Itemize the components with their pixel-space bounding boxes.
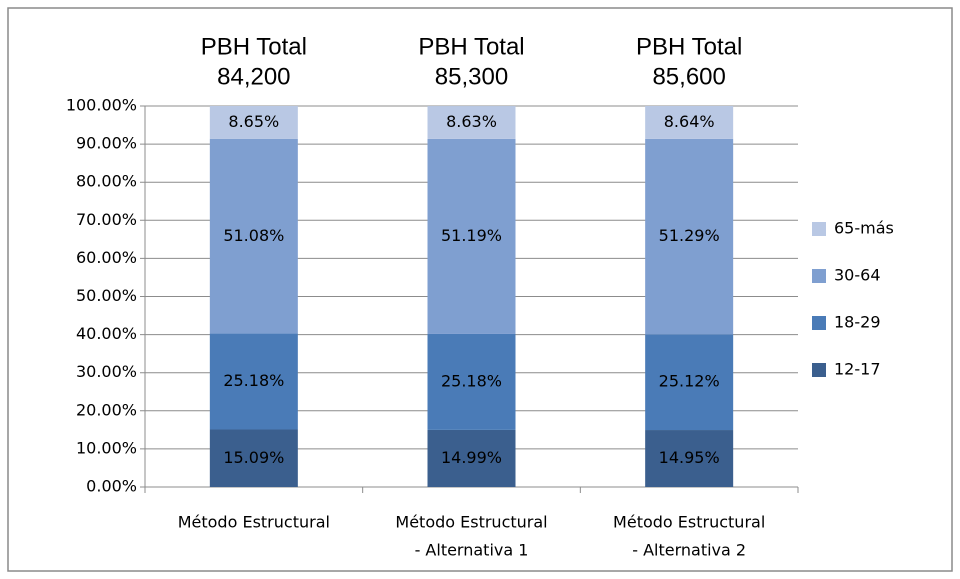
bar-segment xyxy=(427,138,516,334)
y-tick-label: 50.00% xyxy=(76,286,137,305)
data-label: 14.99% xyxy=(441,448,502,467)
bar-segment xyxy=(645,430,734,487)
legend-swatch xyxy=(812,363,826,377)
x-tick-label: - Alternativa 2 xyxy=(632,541,746,560)
legend-swatch xyxy=(812,316,826,330)
annotation-value: 84,200 xyxy=(217,63,290,90)
bar-segment xyxy=(209,106,298,139)
data-label: 25.12% xyxy=(659,372,720,391)
annotation-title: PBH Total xyxy=(636,33,742,60)
bar-segment xyxy=(209,333,298,430)
y-tick-label: 0.00% xyxy=(86,477,137,496)
data-label: 8.65% xyxy=(228,112,279,131)
bar-segment xyxy=(645,334,734,431)
data-label: 51.08% xyxy=(223,226,284,245)
bar-segment xyxy=(427,106,516,139)
bar-segment xyxy=(645,106,734,139)
annotation-value: 85,300 xyxy=(435,63,508,90)
bar-segment xyxy=(209,138,298,334)
y-tick-label: 100.00% xyxy=(66,96,137,115)
legend-label: 30-64 xyxy=(834,266,881,285)
y-tick-label: 40.00% xyxy=(76,324,137,343)
legend-label: 65-más xyxy=(834,219,894,238)
data-label: 25.18% xyxy=(441,371,502,390)
legend-swatch xyxy=(812,222,826,236)
annotation-value: 85,600 xyxy=(652,63,725,90)
bar-segment xyxy=(209,429,298,487)
data-label: 51.29% xyxy=(659,226,720,245)
y-tick-label: 80.00% xyxy=(76,172,137,191)
data-label: 8.63% xyxy=(446,112,497,131)
annotation-title: PBH Total xyxy=(418,33,524,60)
y-tick-label: 20.00% xyxy=(76,400,137,419)
legend-swatch xyxy=(812,269,826,283)
x-tick-label: - Alternativa 1 xyxy=(415,541,529,560)
data-label: 15.09% xyxy=(223,448,284,467)
data-label: 8.64% xyxy=(664,112,715,131)
bar-segment xyxy=(427,333,516,430)
x-tick-label: Método Estructural xyxy=(613,513,765,532)
data-label: 51.19% xyxy=(441,226,502,245)
y-tick-label: 70.00% xyxy=(76,210,137,229)
legend-label: 18-29 xyxy=(834,313,881,332)
y-tick-label: 10.00% xyxy=(76,438,137,457)
x-tick-label: Método Estructural xyxy=(178,513,330,532)
x-tick-label: Método Estructural xyxy=(395,513,547,532)
bar-segment xyxy=(645,138,734,335)
data-label: 25.18% xyxy=(223,371,284,390)
y-tick-label: 90.00% xyxy=(76,134,137,153)
y-tick-label: 30.00% xyxy=(76,362,137,381)
y-tick-label: 60.00% xyxy=(76,248,137,267)
data-label: 14.95% xyxy=(659,448,720,467)
legend-label: 12-17 xyxy=(834,360,881,379)
annotation-title: PBH Total xyxy=(201,33,307,60)
bar-segment xyxy=(427,429,516,487)
